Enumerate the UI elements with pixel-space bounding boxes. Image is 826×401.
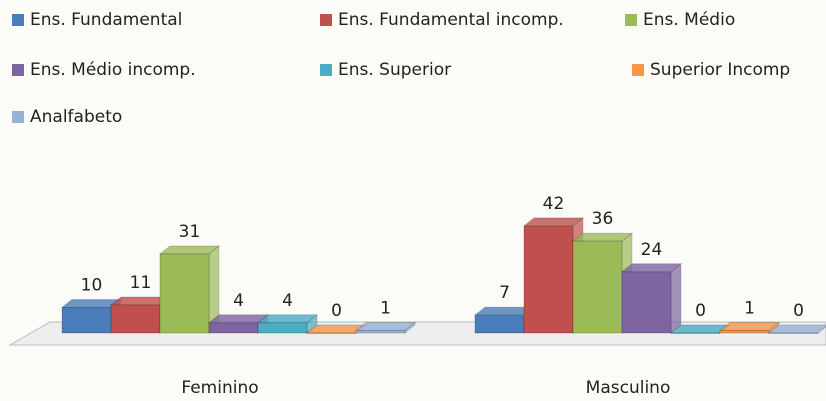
legend-label: Ens. Fundamental incomp. — [338, 10, 564, 30]
legend-swatch — [12, 64, 24, 76]
data-label: 1 — [380, 298, 391, 318]
legend-swatch — [625, 14, 637, 26]
bar-top — [620, 263, 683, 273]
data-label: 0 — [331, 301, 342, 321]
data-label: 36 — [592, 209, 614, 229]
x-tick-label: Feminino — [181, 378, 258, 398]
data-label: 31 — [179, 222, 201, 242]
data-label: 10 — [81, 276, 103, 296]
legend-label: Ens. Superior — [338, 60, 451, 80]
legend-swatch — [320, 64, 332, 76]
data-label: 4 — [233, 291, 244, 311]
legend-label: Ens. Médio incomp. — [30, 60, 196, 80]
bar — [61, 307, 112, 334]
data-label: 4 — [282, 291, 293, 311]
bar — [208, 322, 259, 334]
data-label: 1 — [744, 298, 755, 318]
bar-top — [571, 232, 634, 242]
data-label: 11 — [130, 273, 152, 293]
bar-top — [767, 324, 826, 334]
bar — [670, 332, 721, 334]
bar-top — [718, 321, 781, 331]
legend-label: Ens. Fundamental — [30, 10, 182, 30]
bar — [474, 314, 525, 334]
bar-top — [256, 314, 319, 324]
bar — [768, 332, 819, 334]
bar — [572, 240, 623, 334]
data-label: 42 — [543, 194, 565, 214]
bar — [159, 253, 210, 334]
x-tick-label: Masculino — [586, 378, 671, 398]
data-label: 7 — [499, 283, 510, 303]
data-label: 0 — [695, 301, 706, 321]
bar — [523, 225, 574, 334]
bar — [719, 329, 770, 334]
bar-top — [522, 217, 585, 227]
bar-top — [354, 321, 417, 331]
bar — [306, 332, 357, 334]
bar — [621, 271, 672, 334]
bar — [355, 329, 406, 334]
legend-swatch — [12, 14, 24, 26]
legend-label: Analfabeto — [30, 107, 122, 127]
legend-label: Superior Incomp — [650, 60, 790, 80]
data-label: 24 — [641, 240, 663, 260]
data-label: 0 — [793, 301, 804, 321]
bar — [257, 322, 308, 334]
legend-label: Ens. Médio — [643, 10, 735, 30]
bar-side — [670, 262, 682, 335]
bar-top — [158, 245, 221, 255]
legend-swatch — [12, 111, 24, 123]
legend-swatch — [320, 14, 332, 26]
bar — [110, 304, 161, 334]
legend-swatch — [632, 64, 644, 76]
